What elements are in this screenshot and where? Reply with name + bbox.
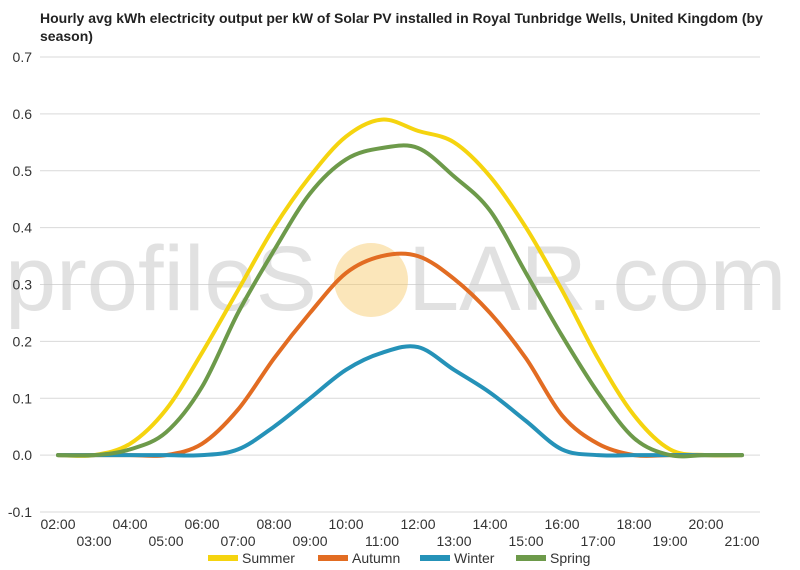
x-tick-label: 12:00 — [400, 516, 435, 532]
x-tick-label: 05:00 — [148, 533, 183, 549]
y-tick-label: 0.0 — [13, 447, 33, 463]
watermark-logo: profileS LAR.com — [5, 228, 786, 330]
x-tick-label: 04:00 — [112, 516, 147, 532]
x-tick-label: 20:00 — [688, 516, 723, 532]
x-tick-label: 19:00 — [652, 533, 687, 549]
x-tick-label: 16:00 — [544, 516, 579, 532]
x-tick-label: 17:00 — [580, 533, 615, 549]
legend-label: Autumn — [352, 550, 400, 566]
x-tick-label: 08:00 — [256, 516, 291, 532]
y-tick-label: 0.3 — [13, 277, 33, 293]
x-tick-label: 10:00 — [328, 516, 363, 532]
chart-title: Hourly avg kWh electricity output per kW… — [40, 10, 763, 44]
x-tick-label: 07:00 — [220, 533, 255, 549]
x-tick-label: 06:00 — [184, 516, 219, 532]
y-axis-ticks: -0.1 0.0 0.1 0.2 0.3 0.4 0.5 0.6 0.7 — [8, 49, 32, 520]
legend-item-spring[interactable]: Spring — [516, 550, 590, 566]
legend-swatch — [516, 555, 546, 561]
legend-label: Spring — [550, 550, 590, 566]
series-line-summer — [56, 117, 744, 458]
legend-label: Summer — [242, 550, 295, 566]
x-tick-label: 03:00 — [76, 533, 111, 549]
x-axis-ticks: 02:00 04:00 06:00 08:00 10:00 12:00 14:00 16:00… — [40, 516, 759, 549]
y-tick-label: 0.6 — [13, 106, 33, 122]
legend-item-autumn[interactable]: Autumn — [318, 550, 400, 566]
watermark-text-right: LAR.com — [408, 228, 786, 330]
x-tick-label: 15:00 — [508, 533, 543, 549]
y-tick-label: 0.2 — [13, 333, 33, 349]
x-tick-label: 13:00 — [436, 533, 471, 549]
y-tick-label: 0.7 — [13, 49, 33, 65]
series-line-winter — [56, 344, 744, 458]
legend-swatch — [420, 555, 450, 561]
x-tick-label: 02:00 — [40, 516, 75, 532]
y-tick-label: 0.1 — [13, 390, 33, 406]
legend: Summer Autumn Winter Spring — [208, 550, 590, 566]
x-tick-label: 14:00 — [472, 516, 507, 532]
x-tick-label: 18:00 — [616, 516, 651, 532]
x-tick-label: 11:00 — [365, 533, 399, 549]
watermark-sun-icon — [334, 243, 408, 317]
legend-label: Winter — [454, 550, 495, 566]
legend-item-summer[interactable]: Summer — [208, 550, 295, 566]
y-tick-label: -0.1 — [8, 504, 32, 520]
x-tick-label: 09:00 — [292, 533, 327, 549]
legend-swatch — [208, 555, 238, 561]
x-tick-label: 21:00 — [724, 533, 759, 549]
y-tick-label: 0.4 — [13, 220, 33, 236]
legend-swatch — [318, 555, 348, 561]
legend-item-winter[interactable]: Winter — [420, 550, 495, 566]
y-tick-label: 0.5 — [13, 163, 33, 179]
series-line-spring — [56, 143, 744, 459]
series-lines — [56, 117, 744, 459]
watermark-text-left: profileS — [5, 228, 317, 330]
